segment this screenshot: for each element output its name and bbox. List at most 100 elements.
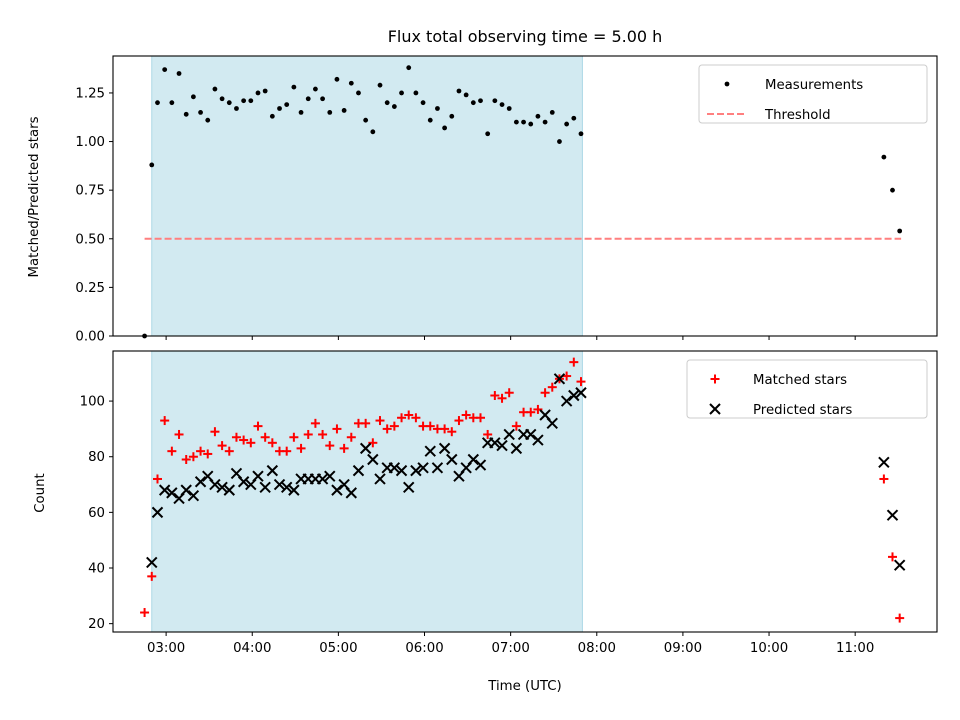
matched-star-point xyxy=(397,413,407,423)
measurement-point xyxy=(226,100,232,106)
matched-star-point xyxy=(310,418,320,428)
predicted-star-point xyxy=(237,476,250,488)
measurement-point xyxy=(284,102,290,108)
legend-measurements-marker xyxy=(724,81,730,87)
measurement-point xyxy=(169,100,175,106)
predicted-star-point xyxy=(316,473,329,485)
predicted-star-point xyxy=(496,439,508,452)
matched-star-point xyxy=(318,429,328,439)
bottom-legend-label: Predicted stars xyxy=(753,403,852,418)
matched-star-point xyxy=(203,449,213,459)
matched-star-point xyxy=(483,429,493,439)
matched-star-point xyxy=(181,455,191,465)
top-legend-label: Threshold xyxy=(764,108,831,123)
x-tick-label: 04:00 xyxy=(233,641,271,656)
measurement-point xyxy=(470,100,476,106)
predicted-star-point xyxy=(467,453,480,466)
top-axes-frame xyxy=(112,55,938,337)
measurement-point xyxy=(298,109,304,115)
matched-star-point xyxy=(504,388,514,398)
x-tick-label: 10:00 xyxy=(750,641,788,656)
matched-star-point xyxy=(167,446,177,456)
legend-matched-marker xyxy=(710,374,720,384)
measurement-point xyxy=(255,90,261,96)
predicted-star-point xyxy=(216,481,228,494)
bottom-axes-frame xyxy=(112,350,938,633)
x-tick-label: 08:00 xyxy=(578,641,616,656)
measurement-point xyxy=(463,92,469,98)
predicted-star-point xyxy=(575,387,587,399)
measurement-point xyxy=(427,117,433,123)
matched-star-point xyxy=(497,393,507,403)
measurement-point xyxy=(384,100,390,106)
matched-star-point xyxy=(325,441,335,451)
predicted-star-point xyxy=(252,470,264,482)
predicted-star-point xyxy=(525,428,537,441)
x-tick-label: 06:00 xyxy=(405,641,443,656)
top-y-tick-label: 0.00 xyxy=(75,330,105,345)
bottom-y-tick-label: 80 xyxy=(88,450,105,465)
matched-star-point xyxy=(339,443,349,453)
matched-star-point xyxy=(224,446,234,456)
matched-star-point xyxy=(267,438,277,448)
top-y-tick-label: 0.25 xyxy=(75,281,105,296)
measurement-point xyxy=(578,131,584,137)
matched-star-point xyxy=(475,413,485,423)
predicted-star-point xyxy=(568,389,580,402)
measurement-point xyxy=(313,86,318,92)
bottom-y-tick-label: 40 xyxy=(88,562,105,577)
measurement-point xyxy=(248,98,254,104)
predicted-star-point xyxy=(331,484,343,496)
measurement-point xyxy=(456,88,462,94)
bottom-y-tick-label: 20 xyxy=(88,617,105,632)
matched-star-point xyxy=(188,452,198,462)
measurement-point xyxy=(528,121,534,127)
matched-star-point xyxy=(526,407,536,417)
predicted-star-point xyxy=(158,484,171,496)
predicted-star-point xyxy=(474,459,487,471)
matched-star-point xyxy=(576,377,586,387)
top-legend: Measurements Threshold xyxy=(698,64,928,124)
measurement-point xyxy=(205,117,211,123)
predicted-star-point xyxy=(280,481,293,494)
top-legend-label: Measurements xyxy=(765,78,863,93)
matched-star-point xyxy=(382,424,392,434)
measurement-point xyxy=(183,111,189,117)
measurement-point xyxy=(269,113,275,119)
predicted-star-point xyxy=(395,464,408,477)
measurement-point xyxy=(435,106,440,111)
measurement-point xyxy=(571,115,577,121)
measurement-point xyxy=(241,98,247,104)
matched-star-point xyxy=(296,443,306,453)
predicted-star-point xyxy=(886,509,899,521)
matched-star-point xyxy=(239,435,249,445)
top-observing-band xyxy=(151,55,583,337)
predicted-star-point xyxy=(324,470,336,482)
matched-star-point xyxy=(160,416,170,426)
predicted-star-point xyxy=(893,559,906,571)
measurement-point xyxy=(219,96,225,102)
measurement-point xyxy=(557,139,562,144)
measurement-point xyxy=(363,117,369,123)
measurement-point xyxy=(305,96,311,102)
matched-star-point xyxy=(332,424,342,434)
matched-star-point xyxy=(361,418,371,428)
matched-star-point xyxy=(511,421,521,431)
matched-star-point xyxy=(153,474,163,484)
top-y-tick-label: 1.25 xyxy=(75,86,105,101)
predicted-star-point xyxy=(532,434,544,446)
predicted-star-point xyxy=(166,487,178,499)
predicted-star-point xyxy=(146,556,158,569)
measurement-point xyxy=(320,96,325,102)
matched-star-point xyxy=(289,432,299,442)
matched-star-point xyxy=(303,429,313,439)
x-tick-label: 05:00 xyxy=(319,641,357,656)
measurement-point xyxy=(176,71,182,76)
matched-star-point xyxy=(425,421,435,431)
predicted-star-point xyxy=(288,484,300,496)
measurement-point xyxy=(420,100,426,106)
top-y-tick-label: 1.00 xyxy=(75,135,105,150)
predicted-star-point xyxy=(489,437,501,449)
predicted-star-point xyxy=(438,442,451,455)
matched-star-point xyxy=(447,427,457,437)
